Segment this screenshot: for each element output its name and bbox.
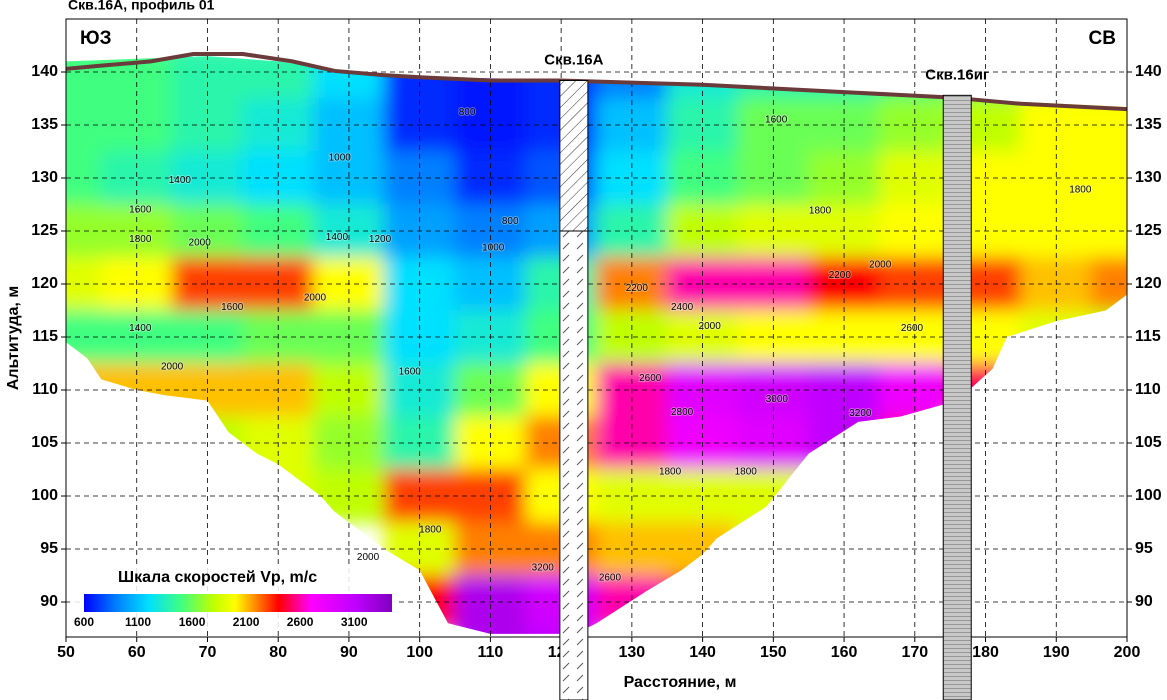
colorbar-tick-label: 2100 [233,615,260,629]
y-tick-label: 95 [40,540,58,557]
y-axis-title: Альтитуда, м [5,286,22,390]
contour-label: 1800 [809,206,832,217]
contour-label: 2000 [357,552,380,563]
x-tick-label: 80 [269,644,287,661]
x-tick-label: 90 [340,644,358,661]
velocity-cell [66,56,102,100]
x-tick-label: 110 [477,644,503,661]
contour-label: 1800 [129,234,152,245]
contour-labels: 1400 1600 1800 2000 1400 1200 1000 800 800 1000 16… [128,106,1093,584]
contour-label: 2000 [189,237,212,248]
contour-label: 2600 [639,373,662,384]
x-tick-label: 200 [1114,644,1141,661]
colorbar-tick-label: 3100 [341,615,368,629]
corner-label: СВ [1089,28,1116,49]
x-tick-label: 190 [1043,644,1070,661]
colorbar-tick-label: 1100 [125,615,151,629]
contour-label: 800 [459,107,476,118]
contour-label: 1800 [735,466,758,477]
colorbar-tick-label: 600 [74,615,94,629]
contour-label: 1400 [129,323,152,334]
y-tick-label: 115 [1135,328,1161,345]
borehole [559,79,589,700]
contour-label: 800 [502,216,519,227]
x-tick-label: 180 [972,644,999,661]
x-tick-label: 50 [57,644,75,661]
y-tick-label: 105 [1135,434,1162,451]
contour-label: 3200 [849,408,872,419]
corner-label: ЮЗ [80,28,112,49]
y-tick-label: 90 [40,593,58,610]
contour-label: 2600 [901,323,924,334]
borehole-column [559,230,589,700]
contour-label: 2400 [671,302,694,313]
y-tick-label: 105 [31,434,58,451]
contour-label: 1400 [169,175,192,186]
borehole [942,94,972,700]
contour-label: 1400 [326,232,349,243]
contour-label: 2000 [699,321,722,332]
velocity-cell [454,628,527,634]
colorbar [84,594,392,612]
x-tick-label: 70 [199,644,217,661]
colorbar-tick-label: 2600 [287,615,314,629]
y-tick-label: 130 [31,169,58,186]
x-tick-label: 170 [901,644,928,661]
contour-label: 1600 [399,367,422,378]
contour-label: 2600 [599,572,622,583]
x-tick-label: 150 [760,644,787,661]
contour-label: 1800 [1069,184,1092,195]
y-tick-label: 95 [1135,540,1153,557]
contour-label: 2000 [161,361,184,372]
y-tick-label: 110 [32,381,58,398]
x-axis-title: Расстояние, м [624,674,737,691]
borehole-column [559,79,589,232]
contour-label: 1600 [129,204,152,215]
contour-label: 3000 [766,394,789,405]
borehole-label: Скв.16А [544,51,603,68]
y-tick-label: 90 [1135,593,1153,610]
borehole-column [942,94,972,700]
x-tick-label: 130 [619,644,646,661]
y-tick-label: 120 [1135,275,1162,292]
y-tick-label: 125 [1135,222,1162,239]
y-tick-label: 140 [31,63,58,80]
contour-label: 2200 [626,283,649,294]
contour-label: 2000 [869,260,892,271]
contour-label: 2800 [671,407,694,418]
contour-label: 1600 [221,302,244,313]
contour-label: 2000 [304,292,327,303]
plot-frame [65,18,1128,638]
borehole-label: Скв.16иг [925,66,989,83]
x-tick-label: 140 [689,644,716,661]
y-tick-label: 125 [31,222,58,239]
y-tick-label: 115 [32,328,58,345]
y-tick-label: 140 [1135,63,1162,80]
y-tick-label: 130 [1135,169,1162,186]
contour-label: 1000 [482,243,505,254]
contour-label: 1600 [765,114,788,125]
colorbar-title: Шкала скоростей Vp, m/c [118,569,317,586]
y-tick-label: 135 [31,116,58,133]
contour-label: 1800 [419,525,442,536]
contour-label: 2200 [829,270,852,281]
contour-label: 1000 [329,153,352,164]
y-tick-label: 120 [31,275,58,292]
y-tick-label: 100 [1135,487,1162,504]
x-tick-label: 160 [831,644,858,661]
contour-label: 1800 [659,466,682,477]
y-tick-label: 135 [1135,116,1162,133]
contour-label: 1200 [369,234,392,245]
ground-surface [65,51,1128,112]
x-tick-label: 60 [128,644,146,661]
y-tick-label: 100 [31,487,58,504]
colorbar-tick-label: 1600 [179,615,206,629]
chart-title: Скв.16А, профиль 01 [68,0,215,13]
x-tick-label: 100 [406,644,433,661]
contour-label: 3200 [532,563,555,574]
y-tick-label: 110 [1135,381,1161,398]
